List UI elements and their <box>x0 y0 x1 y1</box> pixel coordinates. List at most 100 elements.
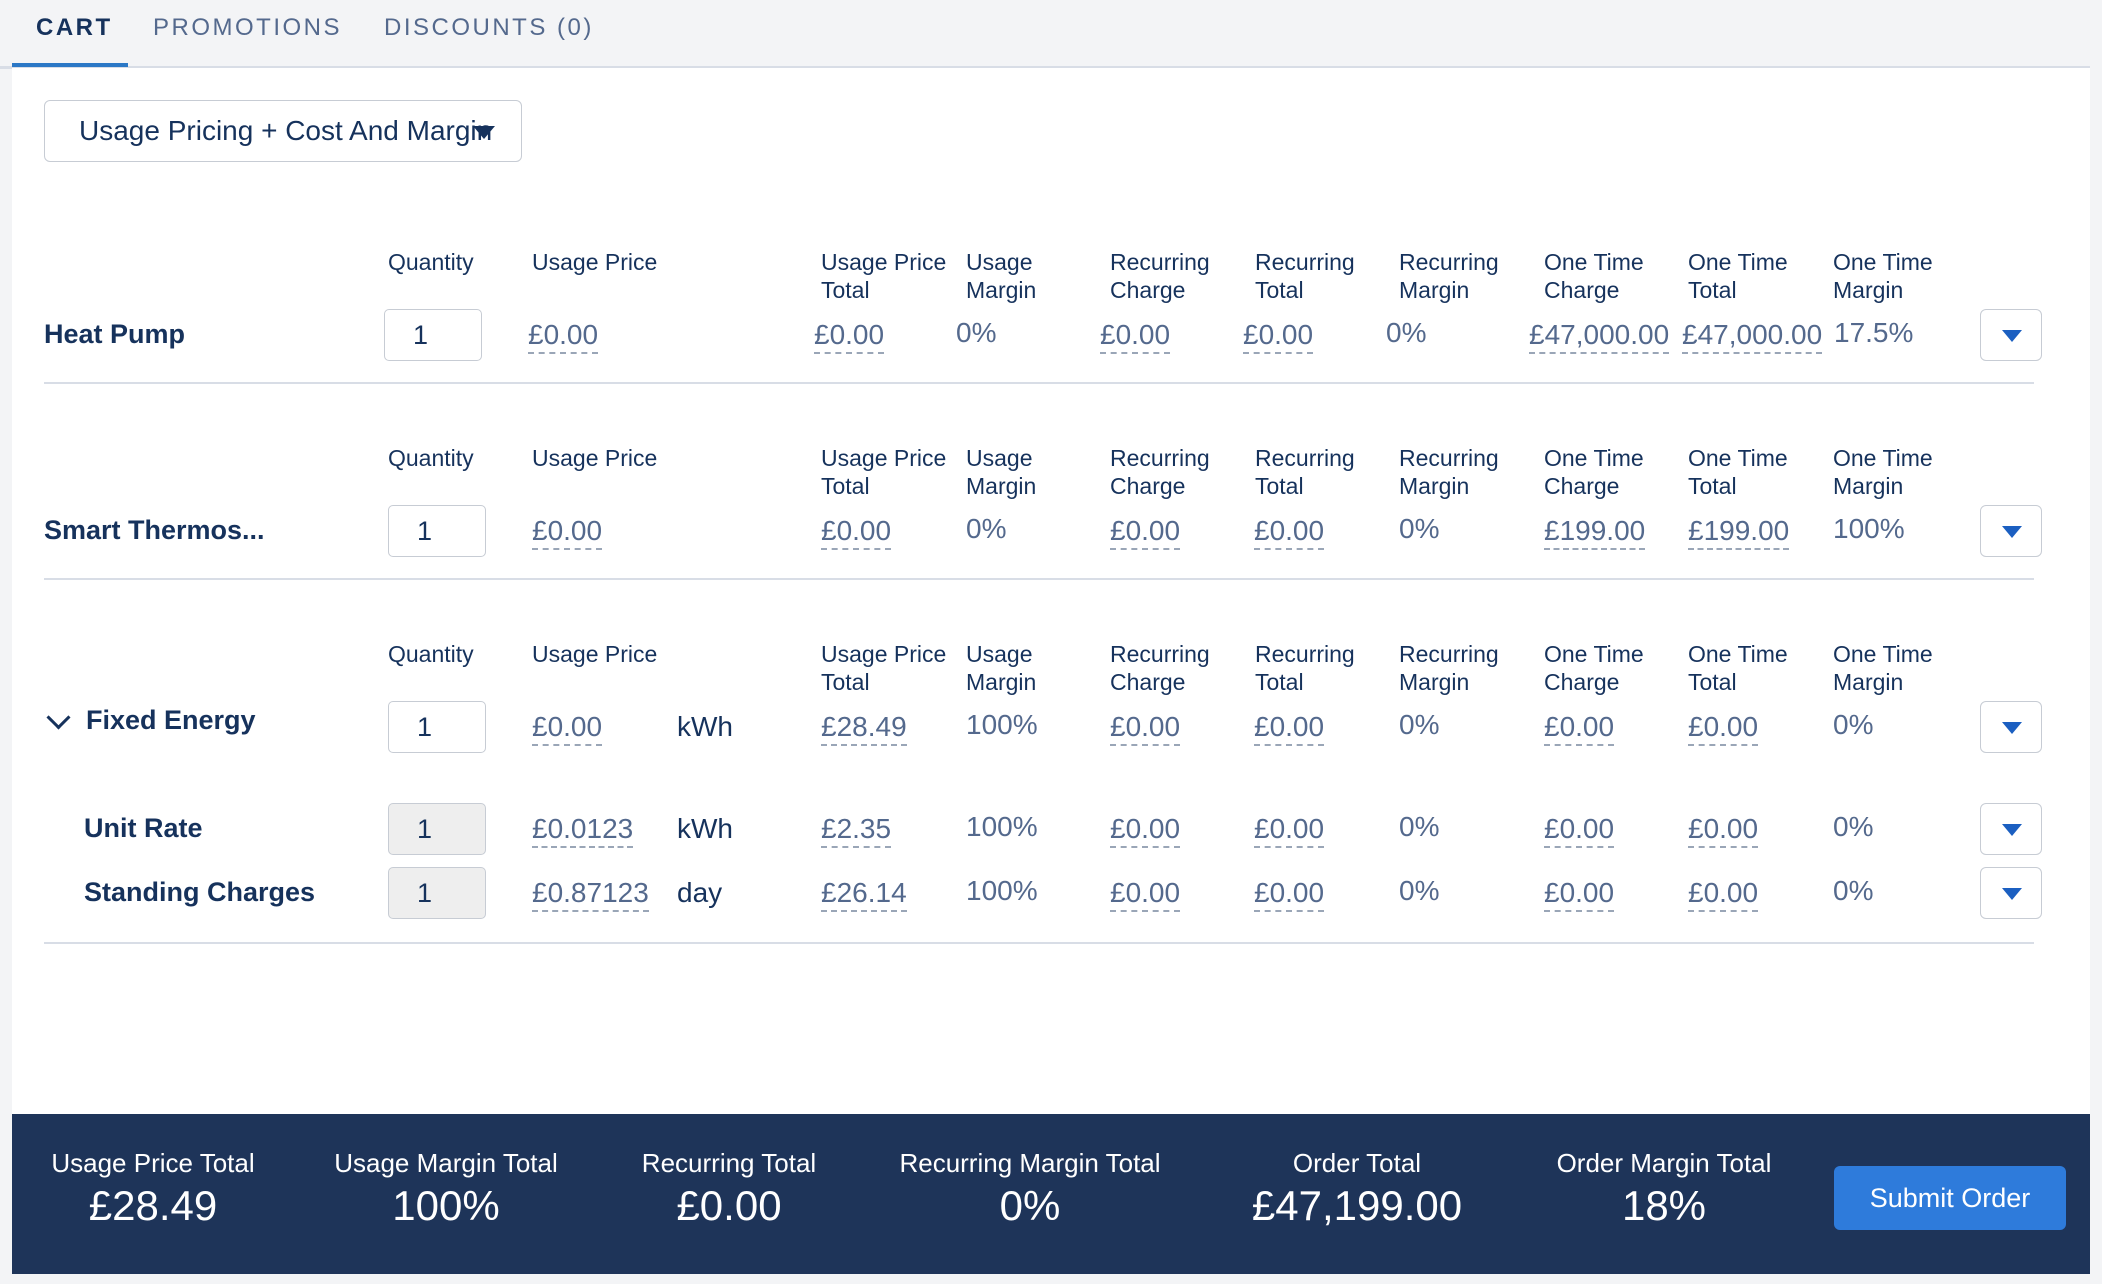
usage-margin-total-label: Usage Margin Total <box>334 1148 558 1178</box>
active-tab-indicator <box>12 63 128 67</box>
usage-margin-value: 0% <box>956 317 997 348</box>
order-total-label: Order Total <box>1292 1148 1422 1178</box>
one-time-charge-value[interactable]: £0.00 <box>1544 876 1615 912</box>
header-recurring-charge: Recurring Charge <box>1110 445 1210 499</box>
usage-margin-value: 0% <box>966 513 1007 544</box>
one-time-total-value[interactable]: £0.00 <box>1688 710 1759 746</box>
usage-price-total-value[interactable]: £26.14 <box>821 876 907 912</box>
tab-bar: CART PROMOTIONS DISCOUNTS (0) <box>0 0 2090 69</box>
header-quantity: Quantity <box>388 641 474 667</box>
usage-unit: kWh <box>677 711 733 742</box>
usage-price-value[interactable]: £0.87123 <box>532 876 649 912</box>
row-actions-button[interactable] <box>1980 803 2042 855</box>
one-time-charge-value[interactable]: £0.00 <box>1544 812 1615 848</box>
recurring-margin-value: 0% <box>1399 513 1440 544</box>
header-usage-margin: Usage Margin <box>966 445 1037 499</box>
header-usage-price: Usage Price <box>532 641 658 667</box>
header-one-time-charge: One Time Charge <box>1544 445 1644 499</box>
header-recurring-total: Recurring Total <box>1255 249 1355 303</box>
item-name[interactable]: Smart Thermos... <box>44 515 265 545</box>
header-recurring-margin: Recurring Margin <box>1399 249 1499 303</box>
one-time-charge-value[interactable]: £0.00 <box>1544 710 1615 746</box>
usage-price-total-value[interactable]: £0.00 <box>814 318 885 354</box>
caret-down-icon <box>473 126 495 139</box>
recurring-margin-value: 0% <box>1386 317 1427 348</box>
recurring-charge-value[interactable]: £0.00 <box>1110 876 1181 912</box>
recurring-charge-value[interactable]: £0.00 <box>1100 318 1171 354</box>
row-actions-button[interactable] <box>1980 701 2042 753</box>
usage-price-total-value[interactable]: £0.00 <box>821 514 892 550</box>
header-one-time-margin: One Time Margin <box>1833 445 1933 499</box>
header-recurring-charge: Recurring Charge <box>1110 249 1210 303</box>
item-name[interactable]: Heat Pump <box>44 319 186 349</box>
header-usage-price-total: Usage Price Total <box>821 445 947 499</box>
recurring-charge-value[interactable]: £0.00 <box>1110 514 1181 550</box>
usage-price-total-label: Usage Price Total <box>51 1148 255 1178</box>
recurring-total-value[interactable]: £0.00 <box>1243 318 1314 354</box>
one-time-margin-value: 0% <box>1833 811 1874 842</box>
usage-price-value[interactable]: £0.00 <box>532 514 603 550</box>
order-total-value: £47,199.00 <box>1251 1182 1463 1229</box>
one-time-margin-value: 100% <box>1833 513 1905 544</box>
row-divider <box>44 382 2034 384</box>
header-one-time-charge: One Time Charge <box>1544 249 1644 303</box>
usage-margin-total-value: 100% <box>392 1182 500 1229</box>
recurring-margin-value: 0% <box>1399 811 1440 842</box>
one-time-total-value[interactable]: £0.00 <box>1688 876 1759 912</box>
header-one-time-total: One Time Total <box>1688 641 1788 695</box>
quantity-input[interactable]: 1 <box>384 309 482 361</box>
header-one-time-margin: One Time Margin <box>1833 249 1933 303</box>
row-actions-button[interactable] <box>1980 505 2042 557</box>
one-time-margin-value: 0% <box>1833 875 1874 906</box>
header-one-time-margin: One Time Margin <box>1833 641 1933 695</box>
recurring-charge-value[interactable]: £0.00 <box>1110 812 1181 848</box>
recurring-charge-value[interactable]: £0.00 <box>1110 710 1181 746</box>
quantity-input: 1 <box>388 867 486 919</box>
one-time-charge-value[interactable]: £47,000.00 <box>1529 318 1670 354</box>
recurring-margin-total-label: Recurring Margin Total <box>899 1148 1161 1178</box>
usage-price-total-value: £28.49 <box>88 1182 218 1229</box>
recurring-total-value[interactable]: £0.00 <box>1254 514 1325 550</box>
header-one-time-charge: One Time Charge <box>1544 641 1644 695</box>
recurring-margin-value: 0% <box>1399 709 1440 740</box>
item-name[interactable]: Fixed Energy <box>86 705 256 735</box>
one-time-total-value[interactable]: £47,000.00 <box>1682 318 1823 354</box>
header-usage-price: Usage Price <box>532 445 658 471</box>
usage-price-total-value[interactable]: £28.49 <box>821 710 907 746</box>
header-recurring-margin: Recurring Margin <box>1399 641 1499 695</box>
row-actions-button[interactable] <box>1980 309 2042 361</box>
item-name[interactable]: Unit Rate <box>84 813 203 843</box>
usage-price-value[interactable]: £0.0123 <box>532 812 634 848</box>
recurring-total-value[interactable]: £0.00 <box>1254 812 1325 848</box>
recurring-total-value[interactable]: £0.00 <box>1254 710 1325 746</box>
tab-promotions[interactable]: PROMOTIONS <box>153 14 343 41</box>
usage-price-value[interactable]: £0.00 <box>528 318 599 354</box>
usage-price-value[interactable]: £0.00 <box>532 710 603 746</box>
header-usage-price-total: Usage Price Total <box>821 641 947 695</box>
pricing-view-select[interactable]: Usage Pricing + Cost And Margin <box>44 100 522 162</box>
recurring-total-value: £0.00 <box>676 1182 782 1229</box>
row-divider <box>44 578 2034 580</box>
usage-unit: day <box>677 877 723 908</box>
header-usage-margin: Usage Margin <box>966 641 1037 695</box>
item-name[interactable]: Standing Charges <box>84 877 316 907</box>
recurring-total-value[interactable]: £0.00 <box>1254 876 1325 912</box>
quantity-input[interactable]: 1 <box>388 505 486 557</box>
caret-down-icon <box>2002 526 2022 538</box>
tab-cart[interactable]: CART <box>36 14 113 41</box>
header-one-time-total: One Time Total <box>1688 249 1788 303</box>
usage-price-total-value[interactable]: £2.35 <box>821 812 892 848</box>
header-recurring-margin: Recurring Margin <box>1399 445 1499 499</box>
row-actions-button[interactable] <box>1980 867 2042 919</box>
recurring-margin-total-value: 0% <box>999 1182 1061 1229</box>
one-time-total-value[interactable]: £0.00 <box>1688 812 1759 848</box>
recurring-total-label: Recurring Total <box>641 1148 817 1178</box>
one-time-charge-value[interactable]: £199.00 <box>1544 514 1646 550</box>
tab-discounts[interactable]: DISCOUNTS (0) <box>384 14 594 41</box>
one-time-total-value[interactable]: £199.00 <box>1688 514 1790 550</box>
header-recurring-charge: Recurring Charge <box>1110 641 1210 695</box>
usage-margin-value: 100% <box>966 709 1038 740</box>
submit-order-button[interactable]: Submit Order <box>1834 1166 2066 1230</box>
quantity-input[interactable]: 1 <box>388 701 486 753</box>
order-margin-total-label: Order Margin Total <box>1556 1148 1772 1178</box>
